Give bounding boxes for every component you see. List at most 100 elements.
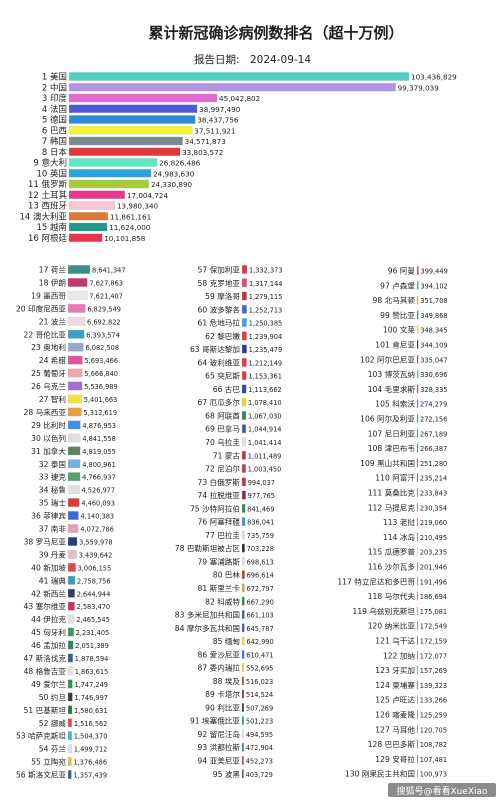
bar-label: 28 马来西亚 [24,408,67,417]
bar [68,126,193,135]
bar-label: 61 危地马拉 [198,318,241,328]
bar [67,562,76,572]
bar [241,557,245,566]
bar-label: 119 乌兹别克斯坦 [353,606,416,616]
bar-label: 111 莫桑比克 [368,488,416,498]
bar-value: 26,826,486 [159,159,201,168]
bar-label: 52 挪威 [39,718,67,728]
bar-value: 3,559,978 [79,538,113,546]
bar [416,295,419,305]
bar [416,562,418,571]
bar-label: 31 加拿大 [31,446,66,456]
bar [241,344,247,354]
bar [67,731,72,741]
bar-label: 3 印度 [42,93,68,104]
bar-value: 994,037 [248,479,275,487]
bar [67,614,75,624]
bar [67,472,81,482]
bar-value: 24,330,890 [151,180,193,189]
bar-label: 123 牙买加 [375,665,415,675]
bar-label: 98 北马其顿 [373,295,416,305]
bar-value: 1,746,997 [74,694,108,702]
bar [416,739,418,749]
bar [67,575,76,585]
bar [416,621,418,631]
bar-value: 38,997,490 [199,105,241,114]
bar [67,394,82,404]
bar-value: 610,471 [246,651,273,659]
bar-value: 1,239,904 [249,333,283,341]
bar-label: 86 爱沙尼亚 [198,650,241,659]
bar [241,623,245,633]
bar-value: 1,067,030 [248,412,282,420]
bar-value: 977,765 [248,492,275,500]
bar-label: 112 马提尼克 [368,502,416,512]
bar [416,754,418,764]
bar-value: 10,101,858 [104,234,146,243]
bar [241,278,248,288]
bars-group: 1 美国 103,436,829 2 中国 99,379,039 3 印度 45,042,… [16,72,457,780]
bar-value: 1,376,486 [74,759,108,767]
bar-value: 514,524 [246,691,273,699]
bar [68,115,196,124]
bar [241,570,245,580]
bar-value: 4,072,786 [80,526,114,534]
bar-value: 349,868 [420,312,447,320]
bar-label: 110 阿富汗 [375,473,415,483]
bar-label: 24 希腊 [39,355,67,365]
bar-value: 2,758,756 [77,577,111,585]
bar [241,464,246,473]
bar [416,458,419,468]
bar-value: 696,614 [247,572,274,580]
bar-value: 230,354 [420,504,447,512]
bar-value: 7,627,863 [89,279,123,287]
bar-value: 34,571,873 [185,137,226,146]
bar-label: 92 留尼汪岛 [198,729,240,739]
bar-label: 95 波黑 [213,769,241,779]
bar-value: 201,946 [420,564,447,572]
bar [241,689,245,699]
bar-label: 39 丹麦 [39,549,67,559]
bar [67,446,81,456]
bar-value: 11,624,000 [109,223,151,232]
bar-label: 8 日本 [42,147,68,158]
bar-label: 70 乌拉圭 [205,437,240,447]
bar-value: 1,250,385 [249,320,283,328]
bar [67,601,75,611]
bar-value: 37,511,921 [194,126,235,135]
bar [67,666,73,676]
bar [241,610,245,619]
bar-label: 17 荷兰 [39,265,67,275]
bar-label: 113 老挝 [383,517,416,527]
bar-value: 836,041 [247,519,274,527]
bar-value: 642,990 [246,638,273,646]
bar-label: 87 委内瑞拉 [198,663,241,673]
chart-title: 累计新冠确诊病例数排名（超十万例） [148,24,403,42]
bar-label: 107 尼日利亚 [368,428,416,438]
bar [416,310,419,320]
bar [67,368,83,378]
bar [67,550,77,559]
bar-label: 48 格鲁吉亚 [24,666,67,676]
bar [241,265,248,274]
bar [241,530,245,540]
bar-value: 1,003,450 [248,466,282,474]
bar [67,679,73,689]
bar [416,414,419,423]
bar-label: 1 美国 [42,72,67,83]
bar-value: 233,843 [420,490,447,498]
bar [241,583,245,593]
bar-value: 1,499,712 [74,746,108,754]
bar-label: 124 柬埔寨 [375,680,415,690]
bar-label: 23 奥地利 [31,342,66,352]
bar-label: 84 摩尔多瓦共和国 [175,623,240,633]
bar-value: 1,580,631 [74,707,108,715]
bar [67,705,73,715]
bar-label: 40 新加坡 [31,562,66,572]
bar-value: 348,345 [420,327,447,335]
bar-label: 50 约旦 [39,692,67,702]
bar-value: 5,312,619 [84,409,118,417]
bar [67,303,86,313]
bar [241,477,246,487]
watermark: 搜狐号@看看XueXiao [396,785,488,797]
